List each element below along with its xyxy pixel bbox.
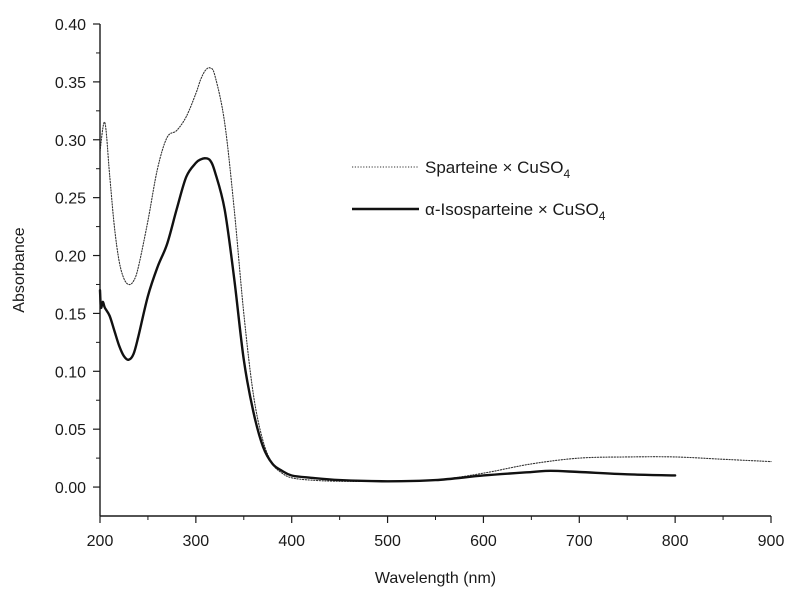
- legend-name-sparteine: Sparteine × CuSO: [425, 158, 563, 177]
- legend-label-sparteine: Sparteine × CuSO4: [425, 158, 570, 181]
- series-line-sparteine: [99, 67, 772, 482]
- y-tick-label: 0.40: [55, 17, 86, 34]
- x-tick-label: 200: [87, 533, 114, 550]
- y-tick-label: 0.25: [55, 191, 86, 208]
- y-axis-title: Absorbance: [11, 227, 28, 312]
- legend-name-isosparteine: α-Isosparteine × CuSO: [425, 200, 599, 219]
- legend: Sparteine × CuSO4 α-Isosparteine × CuSO4: [352, 158, 606, 223]
- y-tick-label: 0.20: [55, 249, 86, 266]
- y-tick-label: 0.35: [55, 75, 86, 92]
- x-tick-label: 600: [470, 533, 497, 550]
- x-tick-label: 500: [374, 533, 401, 550]
- y-tick-label: 0.15: [55, 306, 86, 323]
- y-tick-label: 0.30: [55, 133, 86, 150]
- series-line-isosparteine: [98, 157, 677, 483]
- x-tick-label: 300: [183, 533, 210, 550]
- ticks-layer: 200 300 400 500 600 700 800 900 0.00 0.05 0.10 0.15…: [55, 17, 785, 550]
- legend-subscript-isosparteine: 4: [599, 209, 606, 223]
- y-tick-label: 0.05: [55, 422, 86, 439]
- y-tick-label: 0.10: [55, 364, 86, 381]
- x-tick-label: 400: [278, 533, 305, 550]
- series-layer: [98, 67, 772, 483]
- legend-subscript-sparteine: 4: [563, 167, 570, 181]
- x-axis-title: Wavelength (nm): [375, 570, 496, 587]
- x-tick-label: 700: [566, 533, 593, 550]
- y-tick-label: 0.00: [55, 480, 86, 497]
- legend-label-isosparteine: α-Isosparteine × CuSO4: [425, 200, 606, 223]
- x-tick-label: 900: [758, 533, 785, 550]
- x-tick-label: 800: [662, 533, 689, 550]
